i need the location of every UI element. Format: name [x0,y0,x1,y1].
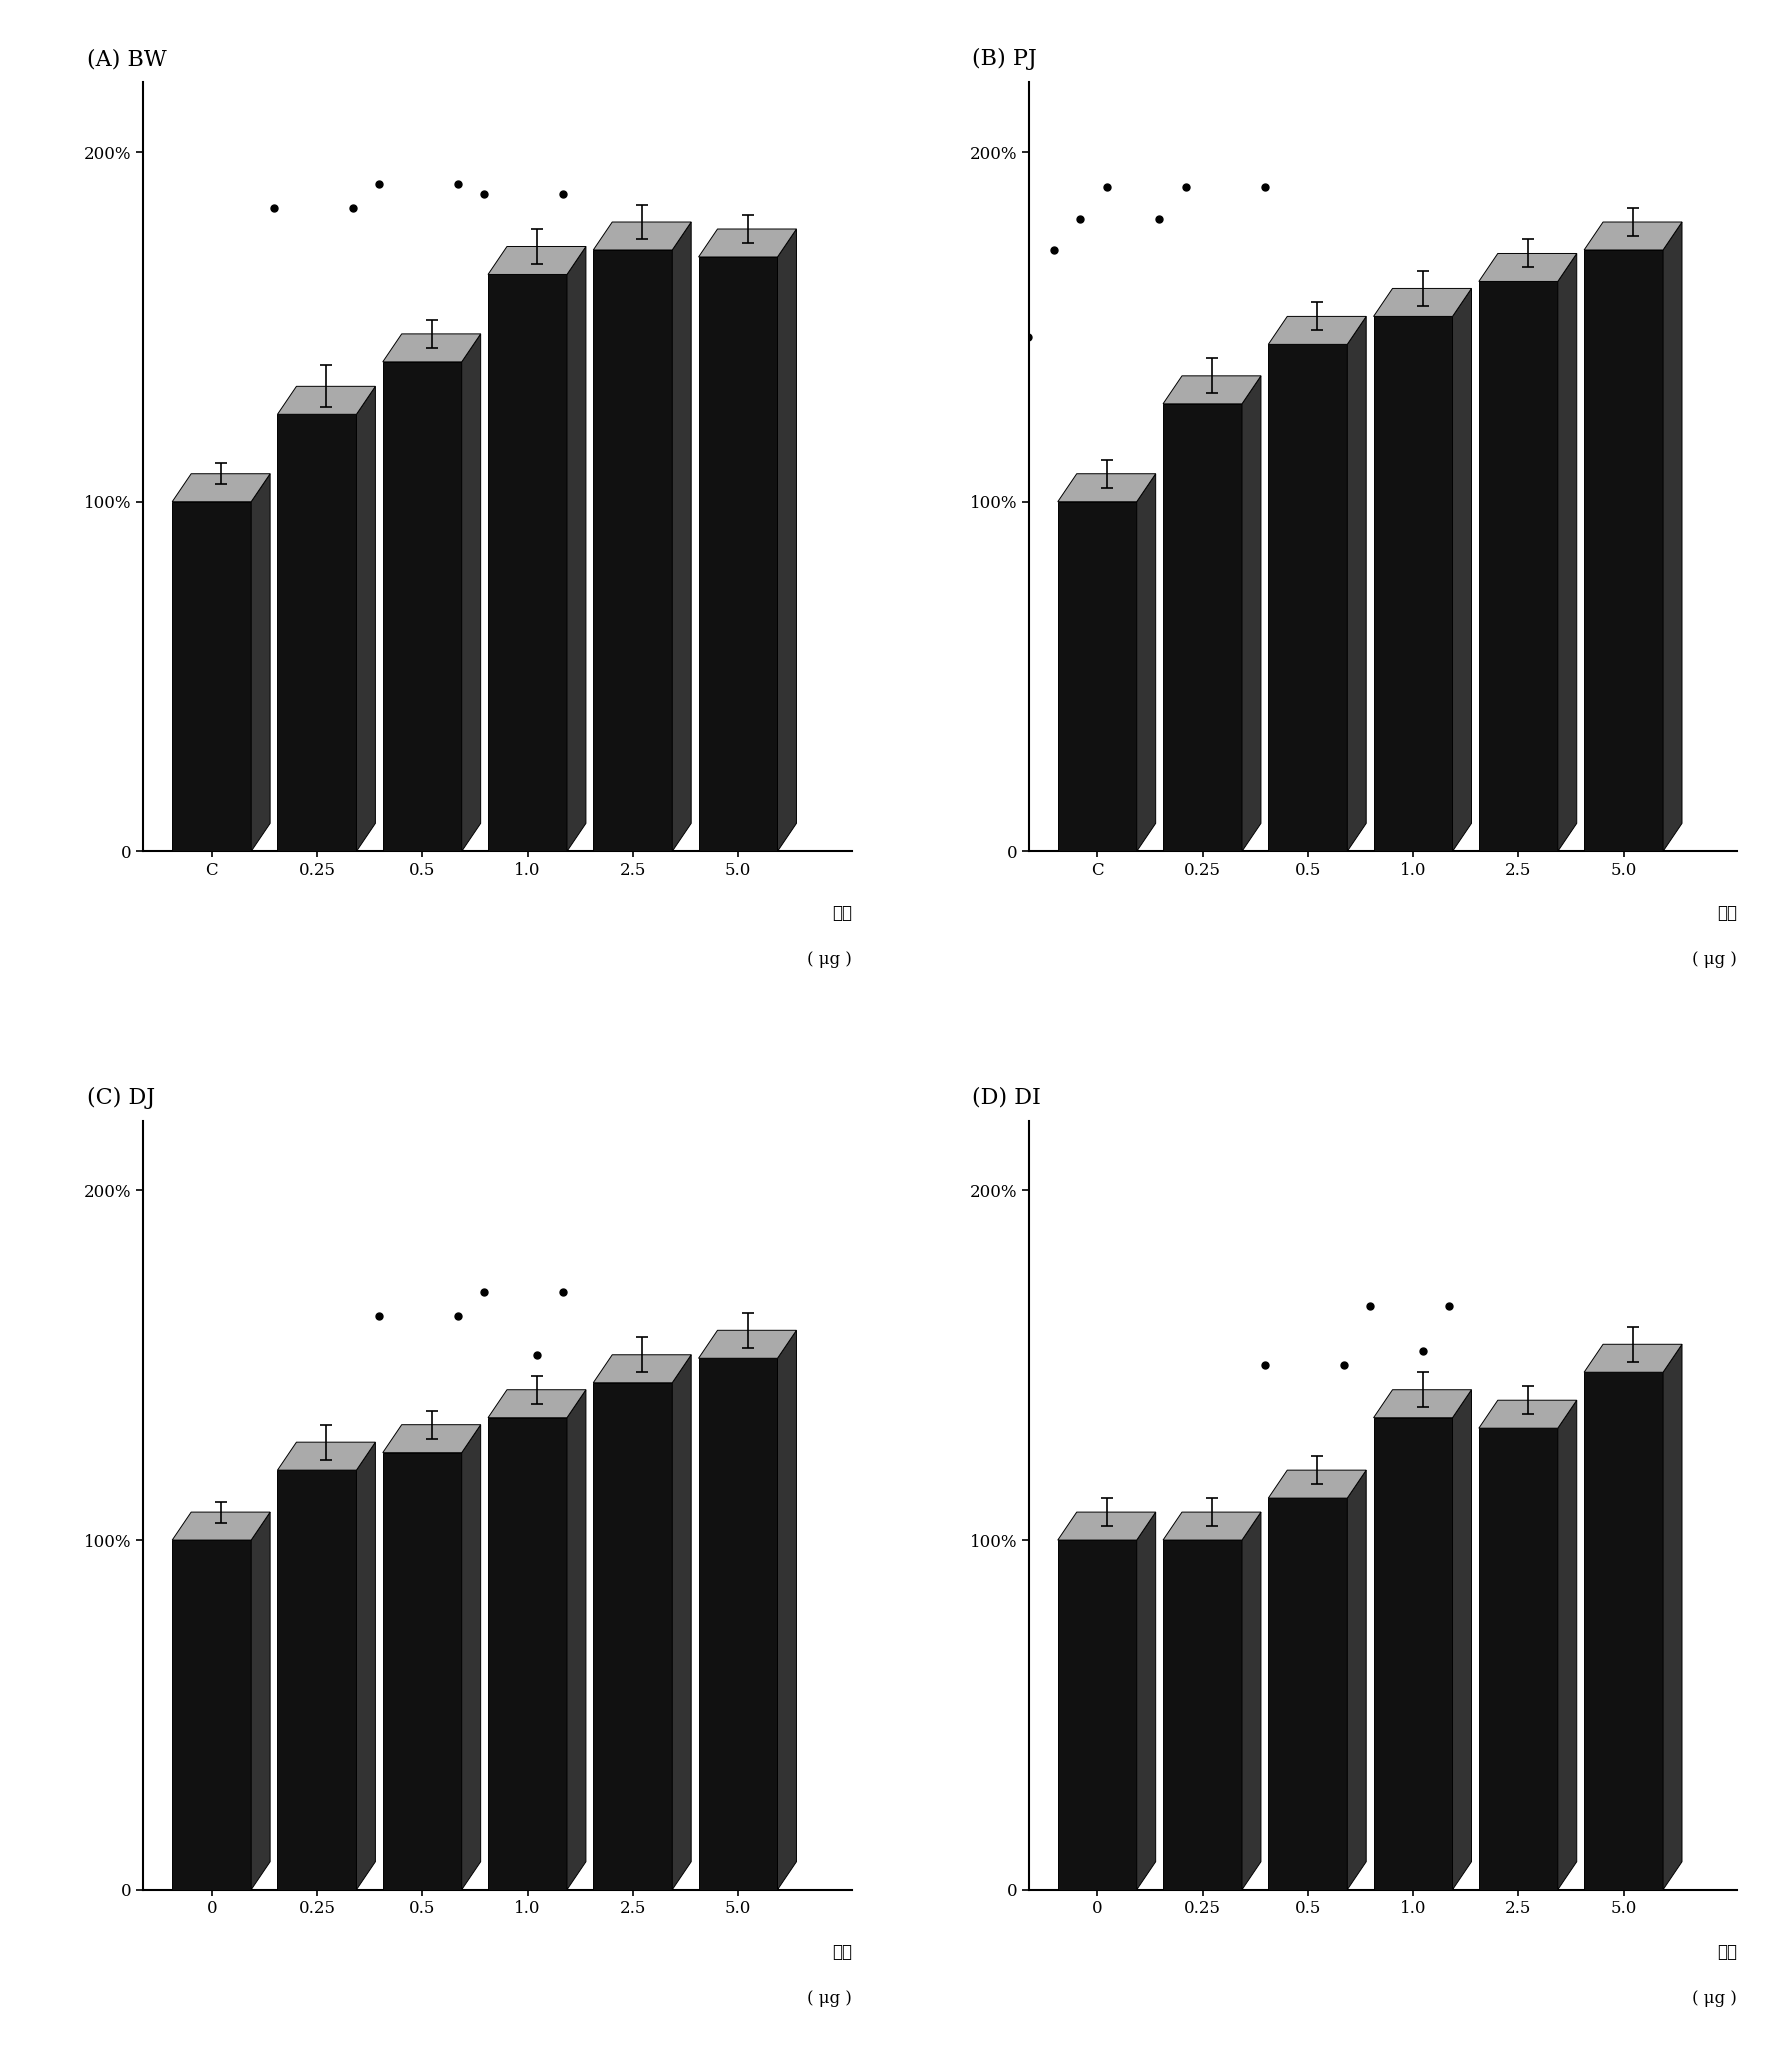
Polygon shape [1479,281,1558,850]
Polygon shape [487,1417,568,1890]
Text: 劑量: 劑量 [831,906,853,922]
Polygon shape [1241,376,1261,850]
Polygon shape [593,1356,691,1382]
Polygon shape [1374,1391,1472,1417]
Polygon shape [172,501,251,850]
Polygon shape [1583,1343,1682,1372]
Polygon shape [1453,288,1472,850]
Polygon shape [1268,1471,1367,1497]
Polygon shape [698,1358,777,1890]
Polygon shape [1664,1343,1682,1890]
Polygon shape [1058,1512,1155,1540]
Polygon shape [1162,1540,1241,1890]
Polygon shape [356,1442,376,1890]
Polygon shape [1137,1512,1155,1890]
Polygon shape [1268,345,1347,850]
Polygon shape [1558,1401,1576,1890]
Polygon shape [1479,253,1576,281]
Text: (D) DI: (D) DI [973,1087,1041,1109]
Polygon shape [1162,1512,1261,1540]
Text: (B) PJ: (B) PJ [973,49,1037,70]
Polygon shape [1583,251,1664,850]
Polygon shape [1058,1540,1137,1890]
Polygon shape [1479,1428,1558,1890]
Polygon shape [1268,316,1367,345]
Polygon shape [568,246,586,850]
Polygon shape [487,1391,586,1417]
Text: ( μg ): ( μg ) [806,1990,853,2007]
Polygon shape [278,1471,356,1890]
Polygon shape [1583,222,1682,251]
Polygon shape [1374,288,1472,316]
Polygon shape [356,386,376,850]
Polygon shape [383,1452,462,1890]
Polygon shape [487,275,568,850]
Polygon shape [278,415,356,850]
Polygon shape [172,1512,270,1540]
Text: 劑量: 劑量 [1718,1943,1737,1960]
Text: 劑量: 劑量 [831,1943,853,1960]
Polygon shape [1664,222,1682,850]
Polygon shape [593,251,672,850]
Polygon shape [1374,316,1453,850]
Polygon shape [172,474,270,501]
Polygon shape [383,1425,480,1452]
Polygon shape [383,335,480,362]
Text: ( μg ): ( μg ) [1692,951,1737,967]
Polygon shape [462,1425,480,1890]
Polygon shape [462,335,480,850]
Polygon shape [1058,474,1155,501]
Polygon shape [698,257,777,850]
Polygon shape [1241,1512,1261,1890]
Polygon shape [251,1512,270,1890]
Polygon shape [1479,1401,1576,1428]
Polygon shape [672,222,691,850]
Polygon shape [1268,1497,1347,1890]
Text: 劑量: 劑量 [1718,906,1737,922]
Polygon shape [1347,1471,1367,1890]
Polygon shape [698,1331,797,1358]
Polygon shape [593,1382,672,1890]
Polygon shape [1374,1417,1453,1890]
Polygon shape [698,228,797,257]
Polygon shape [251,474,270,850]
Polygon shape [278,386,376,415]
Polygon shape [1347,316,1367,850]
Polygon shape [1558,253,1576,850]
Text: (C) DJ: (C) DJ [86,1087,154,1109]
Polygon shape [172,1540,251,1890]
Polygon shape [1453,1391,1472,1890]
Polygon shape [593,222,691,251]
Text: ( μg ): ( μg ) [806,951,853,967]
Polygon shape [1162,405,1241,850]
Polygon shape [672,1356,691,1890]
Polygon shape [1583,1372,1664,1890]
Polygon shape [278,1442,376,1471]
Polygon shape [1162,376,1261,405]
Polygon shape [1137,474,1155,850]
Text: (A) BW: (A) BW [86,49,167,70]
Polygon shape [487,246,586,275]
Polygon shape [777,1331,797,1890]
Polygon shape [777,228,797,850]
Polygon shape [383,362,462,850]
Polygon shape [568,1391,586,1890]
Polygon shape [1058,501,1137,850]
Text: ( μg ): ( μg ) [1692,1990,1737,2007]
